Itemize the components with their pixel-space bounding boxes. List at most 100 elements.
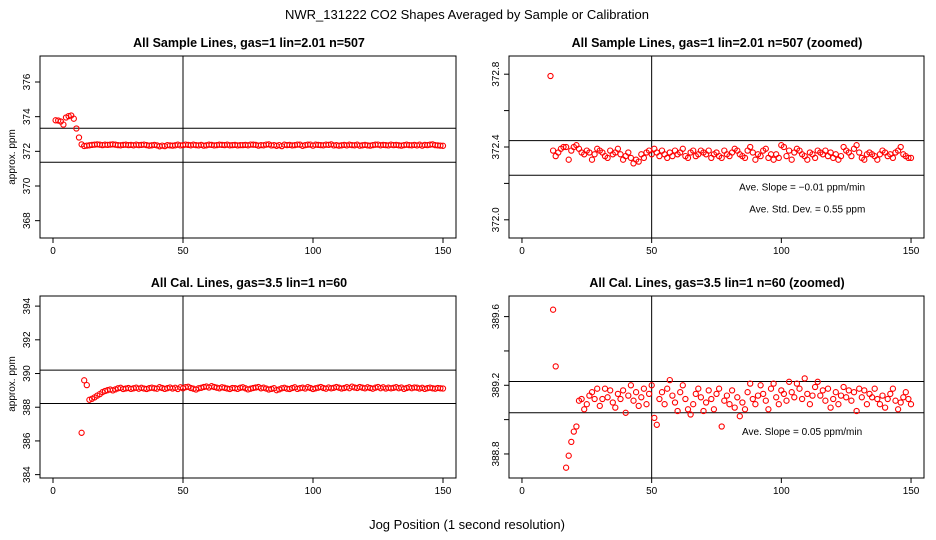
data-point xyxy=(894,406,902,413)
data-point xyxy=(630,397,637,404)
x-tick-label: 50 xyxy=(646,246,658,257)
data-point xyxy=(832,389,839,396)
data-point xyxy=(687,411,694,418)
data-point xyxy=(612,404,619,411)
data-point xyxy=(905,154,912,162)
data-point xyxy=(850,389,858,396)
data-point xyxy=(708,395,715,403)
data-point xyxy=(570,428,577,435)
data-point xyxy=(715,385,723,392)
data-point xyxy=(70,115,77,122)
data-point xyxy=(747,143,754,151)
data-point xyxy=(760,390,767,398)
data-point xyxy=(749,395,756,403)
data-point xyxy=(695,385,702,392)
data-point xyxy=(785,378,793,385)
data-point xyxy=(690,401,697,408)
data-point xyxy=(773,394,780,401)
data-point xyxy=(811,383,819,391)
data-point xyxy=(804,156,811,163)
data-point xyxy=(560,143,567,151)
data-point xyxy=(568,438,575,446)
data-point xyxy=(669,392,676,399)
data-point xyxy=(827,149,834,156)
data-point xyxy=(757,382,764,389)
data-point xyxy=(575,145,583,152)
data-point xyxy=(73,125,80,132)
figure-x-axis-label: Jog Position (1 second resolution) xyxy=(369,517,565,532)
y-tick-label: 390 xyxy=(22,365,33,382)
data-point xyxy=(861,387,868,394)
panel-title: All Cal. Lines, gas=3.5 lin=1 n=60 (zoom… xyxy=(589,276,844,290)
data-point xyxy=(658,389,666,396)
data-point xyxy=(619,387,627,394)
data-point xyxy=(791,394,798,401)
y-tick-label: 374 xyxy=(22,108,33,125)
y-tick-label: 392 xyxy=(22,331,33,348)
data-point xyxy=(752,156,759,163)
data-point xyxy=(770,156,777,163)
data-point xyxy=(835,156,842,163)
data-point xyxy=(552,363,559,370)
data-point xyxy=(640,385,648,392)
data-point xyxy=(643,401,650,408)
data-point xyxy=(796,385,803,392)
data-point xyxy=(75,134,83,141)
data-point xyxy=(814,378,821,385)
annotation: Ave. Slope = −0.01 ppm/min xyxy=(739,183,865,194)
data-point xyxy=(721,397,728,404)
data-point xyxy=(900,394,907,401)
data-point xyxy=(599,395,606,403)
data-point xyxy=(588,389,596,396)
data-point xyxy=(552,152,559,160)
data-point xyxy=(604,394,611,401)
data-point xyxy=(682,395,689,403)
data-point xyxy=(607,387,614,394)
data-point xyxy=(562,143,570,151)
y-tick-label: 370 xyxy=(22,177,33,194)
x-tick-label: 100 xyxy=(773,246,790,257)
data-point xyxy=(669,152,676,160)
data-point xyxy=(728,149,736,156)
data-point xyxy=(674,407,681,415)
data-point xyxy=(627,382,635,389)
data-point xyxy=(273,387,280,394)
data-point xyxy=(661,401,668,408)
data-point xyxy=(749,149,756,156)
data-point xyxy=(726,401,733,408)
data-point xyxy=(892,397,899,404)
data-point xyxy=(853,407,860,415)
data-point xyxy=(798,395,806,403)
x-tick-label: 150 xyxy=(435,486,452,497)
data-point xyxy=(607,147,614,154)
data-point xyxy=(741,406,749,413)
data-point xyxy=(876,401,884,408)
data-point xyxy=(734,394,741,401)
figure-title: NWR_131222 CO2 Shapes Averaged by Sample… xyxy=(285,7,649,22)
data-point xyxy=(827,404,834,411)
data-point xyxy=(723,392,731,399)
data-point xyxy=(801,375,808,382)
data-point xyxy=(591,151,598,158)
panel-title: All Sample Lines, gas=1 lin=2.01 n=507 xyxy=(133,36,365,50)
data-point xyxy=(824,152,832,160)
data-point xyxy=(791,149,798,156)
data-point xyxy=(578,395,585,403)
data-point xyxy=(741,154,749,162)
data-point xyxy=(762,397,769,404)
data-point xyxy=(671,147,679,154)
data-point xyxy=(700,407,707,415)
data-point xyxy=(874,156,881,163)
data-point xyxy=(625,392,632,399)
data-point xyxy=(661,151,668,158)
data-point xyxy=(591,395,598,403)
data-point xyxy=(848,397,855,404)
data-point xyxy=(439,142,447,149)
data-point xyxy=(902,389,909,396)
data-point xyxy=(887,390,894,398)
data-point xyxy=(850,145,858,152)
data-point xyxy=(731,404,738,411)
data-point xyxy=(630,160,637,167)
data-point xyxy=(697,394,705,401)
